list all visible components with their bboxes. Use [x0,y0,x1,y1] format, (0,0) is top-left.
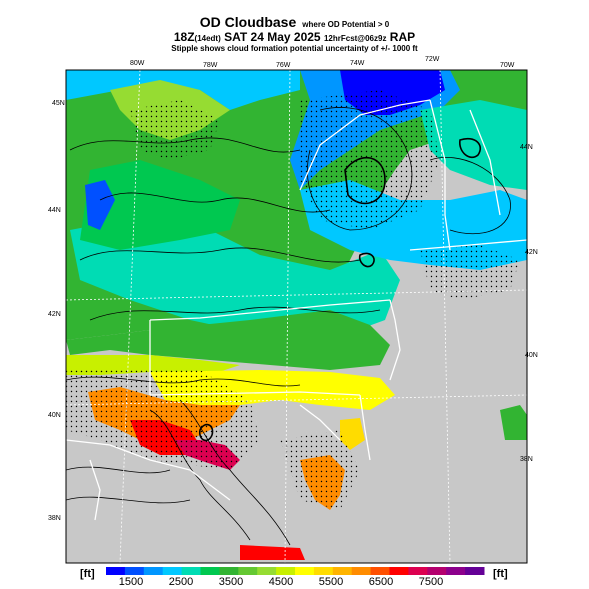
colorbar-swatch [200,567,220,575]
lat-label: 42N [525,249,538,256]
colorbar-swatch [295,567,315,575]
contour-lines [66,107,511,546]
colorbar-swatch [427,567,447,575]
colorbar-tick: 6500 [368,576,394,588]
colorbar-swatch [181,567,201,575]
colorbar-swatch [408,567,428,575]
stipple-note: Stipple shows cloud formation potential … [171,44,418,53]
colorbar-swatch [276,567,296,575]
lat-label: 40N [525,352,538,359]
colorbar-swatch [446,567,466,575]
lat-label: 44N [48,207,61,214]
colorbar-swatch [370,567,390,575]
colorbar-swatch [465,567,485,575]
colorbar-tick: 3500 [218,576,244,588]
lat-label: 44N [520,144,533,151]
colorbar-swatch [162,567,183,575]
colorbar-tick: 1500 [118,576,144,588]
colorbar-tick: 7500 [418,576,444,588]
lat-label: 45N [52,100,65,107]
state-borders [66,99,527,521]
colorbar-swatch [106,567,126,575]
colorbar-swatch [124,567,145,575]
colorbar-swatch [332,567,353,575]
colorbar-unit-right: [ft] [493,568,508,580]
lat-label: 40N [48,412,61,419]
colorbar-unit-left: [ft] [80,568,95,580]
colorbar-swatch [238,567,258,575]
map-frame [65,69,528,564]
lon-label: 78W [203,62,218,69]
colorbar-swatch [257,567,277,575]
colorbar [106,567,485,575]
map-grid [66,70,527,563]
colorbar-swatch [143,567,164,575]
colorbar-swatch [389,567,409,575]
colorbar-swatch [219,567,239,575]
colorbar-tick: 4500 [268,576,294,588]
chart-title: OD Cloudbase where OD Potential > 0 [199,14,390,30]
colorbar-swatch [313,567,334,575]
lat-label: 38N [520,456,533,463]
lon-label: 80W [130,60,145,67]
colorbar-tick: 5500 [318,576,344,588]
lat-label: 42N [48,311,61,318]
lon-label: 74W [350,60,365,67]
lat-label: 38N [48,515,61,522]
colorbar-swatch [351,567,372,575]
lon-label: 70W [500,62,515,69]
lon-label: 72W [425,56,440,63]
run-info: 18Z(14edt) SAT 24 May 2025 12hrFcst@06z9… [173,30,416,44]
colorbar-tick: 2500 [168,576,194,588]
lon-label: 76W [276,62,291,69]
